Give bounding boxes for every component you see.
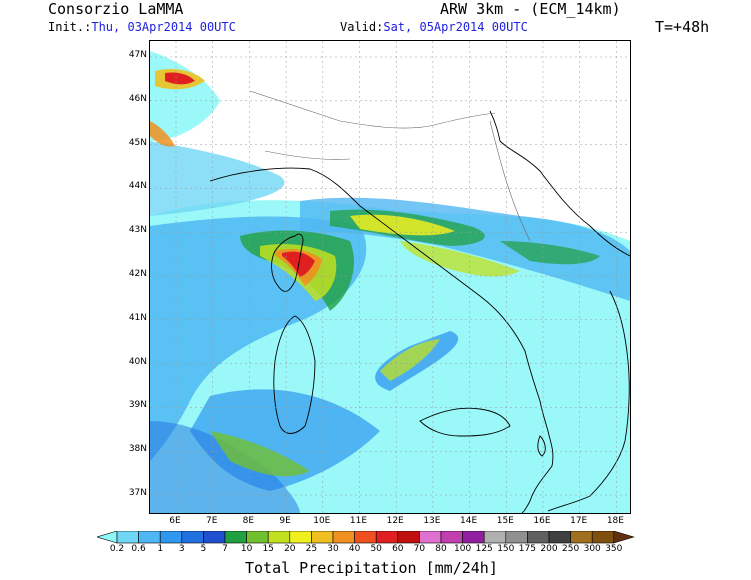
longitude-label: 11E xyxy=(349,516,368,526)
colorbar-swatch xyxy=(570,531,593,544)
latitude-label: 47N xyxy=(128,50,147,60)
valid-label: Valid: xyxy=(340,20,384,34)
colorbar-tick-label: 10 xyxy=(240,544,253,554)
colorbar-tick-label: 100 xyxy=(454,544,472,554)
colorbar-swatch xyxy=(419,531,442,544)
longitude-label: 10E xyxy=(313,516,331,526)
colorbar-tick-label: 200 xyxy=(540,544,558,554)
colorbar-swatch xyxy=(548,531,571,544)
colorbar-arrow-right xyxy=(613,531,635,544)
colorbar-swatch xyxy=(354,531,377,544)
colorbar-tick-label: 7 xyxy=(222,544,228,554)
legend-title: Total Precipitation [mm/24h] xyxy=(245,559,498,577)
latitude-label: 40N xyxy=(128,356,147,367)
organization-title: Consorzio LaMMA xyxy=(48,0,184,18)
colorbar-swatch xyxy=(375,531,399,544)
longitude-label: 15E xyxy=(496,516,514,526)
init-label: Init.: xyxy=(48,20,92,34)
colorbar-swatch xyxy=(505,531,528,544)
colorbar-swatch xyxy=(483,531,507,544)
precipitation-map xyxy=(149,40,631,514)
colorbar-tick-label: 20 xyxy=(284,544,296,554)
latitude-label: 43N xyxy=(128,225,147,236)
longitude-label: 17E xyxy=(570,516,588,526)
colorbar-swatch xyxy=(462,531,485,544)
latitude-label: 41N xyxy=(128,312,147,323)
colorbar-tick-label: 250 xyxy=(562,544,580,554)
colorbar-swatch xyxy=(332,531,355,544)
init-value: Thu, 03Apr2014 00UTC xyxy=(91,20,236,34)
colorbar-tick-label: 70 xyxy=(413,544,426,554)
latitude-label: 38N xyxy=(128,444,147,455)
colorbar-tick-label: 0.6 xyxy=(131,544,146,554)
legend-colorbar xyxy=(97,531,635,544)
longitude-label: 14E xyxy=(460,516,478,526)
graticule xyxy=(150,41,630,513)
valid-time: Valid:Sat, 05Apr2014 00UTC xyxy=(340,20,528,34)
longitude-label: 18E xyxy=(606,516,624,526)
colorbar-tick-label: 80 xyxy=(435,544,447,554)
colorbar-swatch xyxy=(246,531,269,544)
colorbar-swatch xyxy=(116,531,139,544)
colorbar-tick-label: 125 xyxy=(475,544,493,554)
colorbar-tick-label: 150 xyxy=(497,544,515,554)
latitude-label: 37N xyxy=(128,488,147,498)
colorbar-swatch xyxy=(203,531,226,544)
colorbar-tick-label: 60 xyxy=(392,544,404,554)
longitude-label: 9E xyxy=(279,516,291,526)
latitude-label: 46N xyxy=(128,93,147,104)
latitude-label: 44N xyxy=(128,181,147,192)
coastlines xyxy=(209,110,630,513)
colorbar-swatch xyxy=(159,531,183,544)
model-title: ARW 3km - (ECM_14km) xyxy=(440,0,621,18)
colorbar-tick-label: 1 xyxy=(157,544,164,554)
colorbar-swatch xyxy=(440,531,463,544)
longitude-label: 6E xyxy=(169,516,181,526)
latitude-label: 45N xyxy=(128,137,147,148)
colorbar-swatch xyxy=(397,531,420,544)
colorbar-tick-label: 350 xyxy=(605,544,623,554)
longitude-label: 12E xyxy=(386,516,404,526)
colorbar-arrow-left xyxy=(97,531,118,544)
colorbar-tick-label: 0.2 xyxy=(109,544,125,554)
colorbar-swatch xyxy=(527,531,550,544)
colorbar-swatch xyxy=(181,531,204,544)
colorbar-swatch xyxy=(267,531,291,544)
longitude-label: 13E xyxy=(423,516,441,526)
colorbar-swatch xyxy=(224,531,247,544)
colorbar-swatch xyxy=(289,531,312,544)
longitude-label: 7E xyxy=(205,516,218,526)
valid-value: Sat, 05Apr2014 00UTC xyxy=(383,20,528,34)
colorbar-tick-label: 175 xyxy=(518,544,536,554)
colorbar-tick-label: 300 xyxy=(583,544,601,554)
colorbar-swatch xyxy=(311,531,334,544)
colorbar-tick-label: 5 xyxy=(200,544,207,554)
init-time: Init.:Thu, 03Apr2014 00UTC xyxy=(48,20,236,34)
forecast-step: T=+48h xyxy=(655,18,710,36)
longitude-label: 8E xyxy=(242,516,255,526)
colorbar-swatch xyxy=(591,531,615,544)
colorbar-tick-label: 40 xyxy=(348,544,361,554)
precipitation-field xyxy=(150,51,630,513)
latitude-label: 42N xyxy=(128,269,147,279)
colorbar-tick-label: 3 xyxy=(178,544,185,554)
colorbar-tick-label: 25 xyxy=(305,544,318,554)
colorbar-tick-label: 50 xyxy=(370,544,382,554)
latitude-label: 39N xyxy=(128,400,147,411)
longitude-label: 16E xyxy=(533,516,551,526)
colorbar-swatch xyxy=(138,531,161,544)
colorbar-tick-label: 15 xyxy=(262,544,274,554)
colorbar-tick-label: 30 xyxy=(327,544,339,554)
